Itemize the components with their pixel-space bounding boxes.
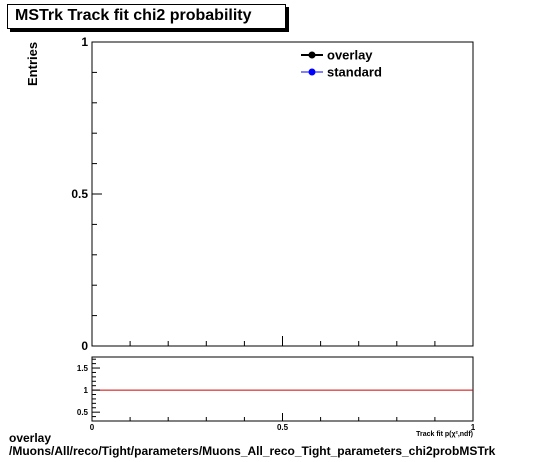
ratio-x-tick-label: 1 <box>471 423 476 432</box>
ratio-x-ticks: 0 0.5 1 <box>90 413 476 432</box>
footer-line-1: overlay <box>9 431 52 445</box>
main-y-tick-label: 0.5 <box>71 187 88 201</box>
y-axis-label: Entries <box>25 42 40 86</box>
ratio-x-tick-label: 0.5 <box>277 423 289 432</box>
main-y-tick-label: 0 <box>81 339 88 353</box>
main-frame <box>91 41 474 347</box>
legend-standard-marker <box>308 68 316 76</box>
legend-standard-label: standard <box>327 65 382 80</box>
ratio-x-tick-label: 0 <box>90 423 95 432</box>
ratio-y-tick-label: 1.5 <box>77 364 89 373</box>
x-axis-label: Track fit p(χ²,ndf) <box>416 431 473 438</box>
ratio-frame <box>91 356 474 422</box>
title-box: MSTrk Track fit chi2 probability <box>7 4 286 29</box>
ratio-y-tick-label: 0.5 <box>77 408 89 417</box>
chart-title: MSTrk Track fit chi2 probability <box>15 7 252 24</box>
legend: overlay standard <box>301 48 382 80</box>
footer-line-2: /Muons/All/reco/Tight/parameters/Muons_A… <box>9 444 496 458</box>
main-y-tick-label: 1 <box>81 35 88 49</box>
main-x-ticks <box>91 336 474 346</box>
ratio-y-ticks: 0.5 1 1.5 <box>77 358 100 417</box>
main-y-ticks: 00.51 <box>71 35 102 353</box>
legend-overlay-label: overlay <box>327 48 373 63</box>
ratio-y-tick-label: 1 <box>84 386 89 395</box>
footer: overlay /Muons/All/reco/Tight/parameters… <box>9 432 495 458</box>
legend-overlay-marker <box>308 51 316 59</box>
